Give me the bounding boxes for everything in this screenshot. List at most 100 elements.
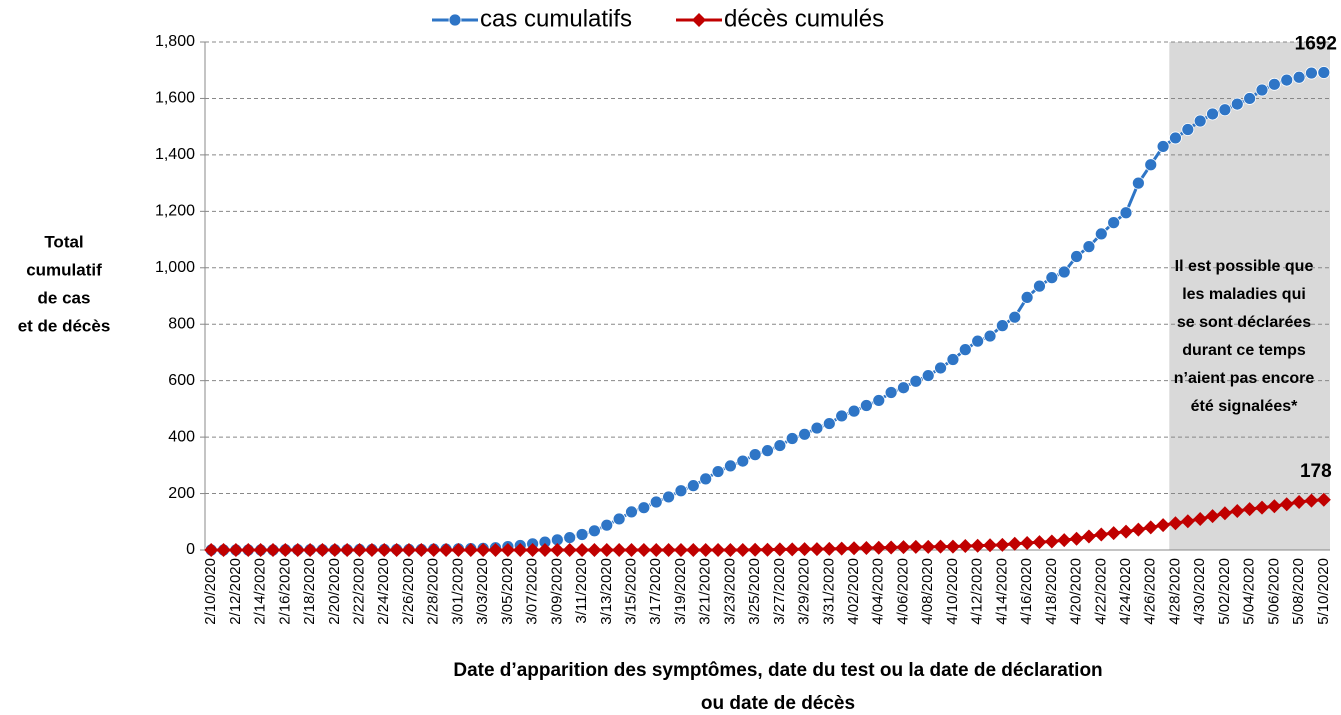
point [686, 543, 701, 557]
point [711, 465, 725, 478]
point [896, 540, 911, 555]
point [1033, 279, 1046, 293]
point [884, 540, 899, 555]
point [760, 542, 775, 557]
point [1305, 66, 1318, 80]
point [253, 543, 268, 557]
x-tick-label: 4/30/2020 [1191, 558, 1208, 625]
point [772, 542, 787, 557]
point [364, 543, 379, 557]
x-tick-label: 5/06/2020 [1265, 558, 1282, 625]
point [414, 543, 429, 557]
y-tick-label: 1,800 [155, 33, 195, 50]
point [600, 518, 614, 532]
point [699, 472, 713, 486]
x-tick-label: 5/10/2020 [1315, 558, 1332, 625]
point [1242, 502, 1257, 517]
point [612, 512, 626, 526]
point [1082, 240, 1096, 254]
point [389, 543, 404, 557]
point [550, 543, 565, 557]
legend-label: cas cumulatifs [480, 5, 632, 32]
point [649, 495, 663, 509]
point [562, 543, 577, 557]
point [1181, 123, 1195, 136]
point [971, 334, 985, 348]
point [1020, 291, 1034, 304]
x-tick-label: 3/05/2020 [499, 558, 516, 625]
point [847, 541, 862, 556]
point [1045, 271, 1059, 285]
point [563, 531, 577, 544]
point [1169, 131, 1182, 145]
annotation: durant ce temps [1182, 342, 1306, 359]
x-tick-label: 4/18/2020 [1043, 558, 1060, 625]
x-tick-label: 2/24/2020 [375, 558, 392, 625]
point [797, 542, 812, 557]
point [625, 505, 638, 519]
point [624, 543, 639, 557]
x-axis-title: Date d’apparition des symptômes, date du… [453, 660, 1102, 681]
x-tick-label: 4/20/2020 [1068, 558, 1085, 625]
point [426, 543, 441, 557]
point [822, 541, 837, 556]
shaded-region [1169, 42, 1330, 550]
point [636, 543, 651, 557]
point [1156, 140, 1170, 153]
point [439, 543, 454, 557]
point [1255, 500, 1270, 515]
y-tick-label: 1,000 [155, 259, 195, 276]
x-tick-label: 4/22/2020 [1092, 558, 1109, 625]
point [736, 454, 750, 468]
annotation: se sont déclarées [1177, 314, 1311, 331]
point [1230, 97, 1244, 111]
x-tick-label: 3/03/2020 [474, 558, 491, 625]
point [1107, 216, 1121, 230]
point [1217, 506, 1232, 521]
y-axis-title: et de décès [18, 316, 111, 335]
point [662, 490, 675, 504]
point [1218, 103, 1232, 117]
point [661, 543, 676, 557]
point [1008, 310, 1022, 324]
point [278, 543, 293, 557]
point [1057, 533, 1072, 548]
x-tick-label: 4/12/2020 [969, 558, 986, 625]
point [1316, 492, 1331, 507]
x-tick-label: 3/15/2020 [622, 558, 639, 625]
point [773, 439, 787, 452]
point [1106, 526, 1121, 541]
point [241, 543, 256, 557]
data-label: 178 [1300, 461, 1332, 482]
point [327, 543, 342, 557]
x-tick-label: 4/28/2020 [1166, 558, 1183, 625]
annotation: été signalées* [1191, 398, 1299, 415]
point [692, 13, 706, 27]
point [1205, 509, 1220, 524]
point [488, 543, 503, 557]
point [1292, 495, 1307, 510]
x-tick-label: 4/26/2020 [1142, 558, 1159, 625]
point [785, 542, 800, 557]
point [1094, 527, 1109, 542]
point [897, 381, 910, 395]
point [686, 479, 700, 493]
point [265, 543, 280, 557]
point [698, 543, 713, 557]
point [785, 432, 799, 445]
point [945, 539, 960, 554]
point [1032, 535, 1047, 550]
point [674, 484, 688, 498]
point [476, 543, 491, 557]
point [228, 543, 243, 557]
point [537, 543, 552, 557]
x-tick-label: 2/22/2020 [351, 558, 368, 625]
point [216, 543, 231, 557]
x-tick-label: 3/19/2020 [672, 558, 689, 625]
x-tick-label: 3/07/2020 [524, 558, 541, 625]
point [934, 361, 947, 375]
point [860, 399, 873, 412]
data-label: 1692 [1295, 33, 1337, 54]
x-tick-label: 4/16/2020 [1018, 558, 1035, 625]
